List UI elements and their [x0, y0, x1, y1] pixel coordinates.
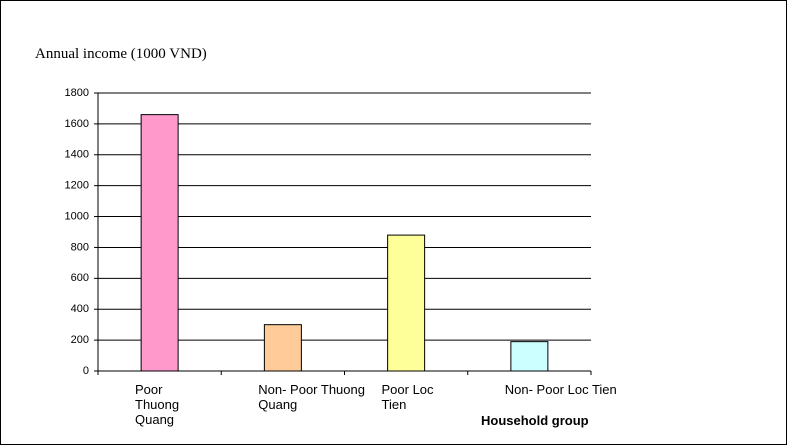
bar [510, 341, 549, 372]
y-tick-label: 600 [71, 272, 89, 284]
y-tick-label: 1600 [65, 118, 89, 130]
x-tick-label: Poor Loc Tien [381, 382, 434, 412]
bar [140, 114, 179, 372]
x-axis-label: Household group [481, 413, 589, 428]
bar [263, 324, 302, 372]
y-tick-label: 400 [71, 303, 89, 315]
y-tick-label: 1000 [65, 210, 89, 222]
bar [387, 234, 426, 372]
x-tick-label: Non- Poor Loc Tien [504, 382, 617, 397]
x-tick-label: Non- Poor Thuong Quang [258, 382, 365, 412]
y-tick-label: 1200 [65, 180, 89, 192]
chart-title: Annual income (1000 VND) [35, 46, 207, 62]
y-tick-label: 0 [83, 365, 89, 377]
y-tick-label: 800 [71, 241, 89, 253]
y-tick-label: 1800 [65, 87, 89, 99]
x-tick-label: Poor Thuong Quang [135, 382, 180, 427]
y-tick-label: 200 [71, 334, 89, 346]
y-tick-label: 1400 [65, 149, 89, 161]
